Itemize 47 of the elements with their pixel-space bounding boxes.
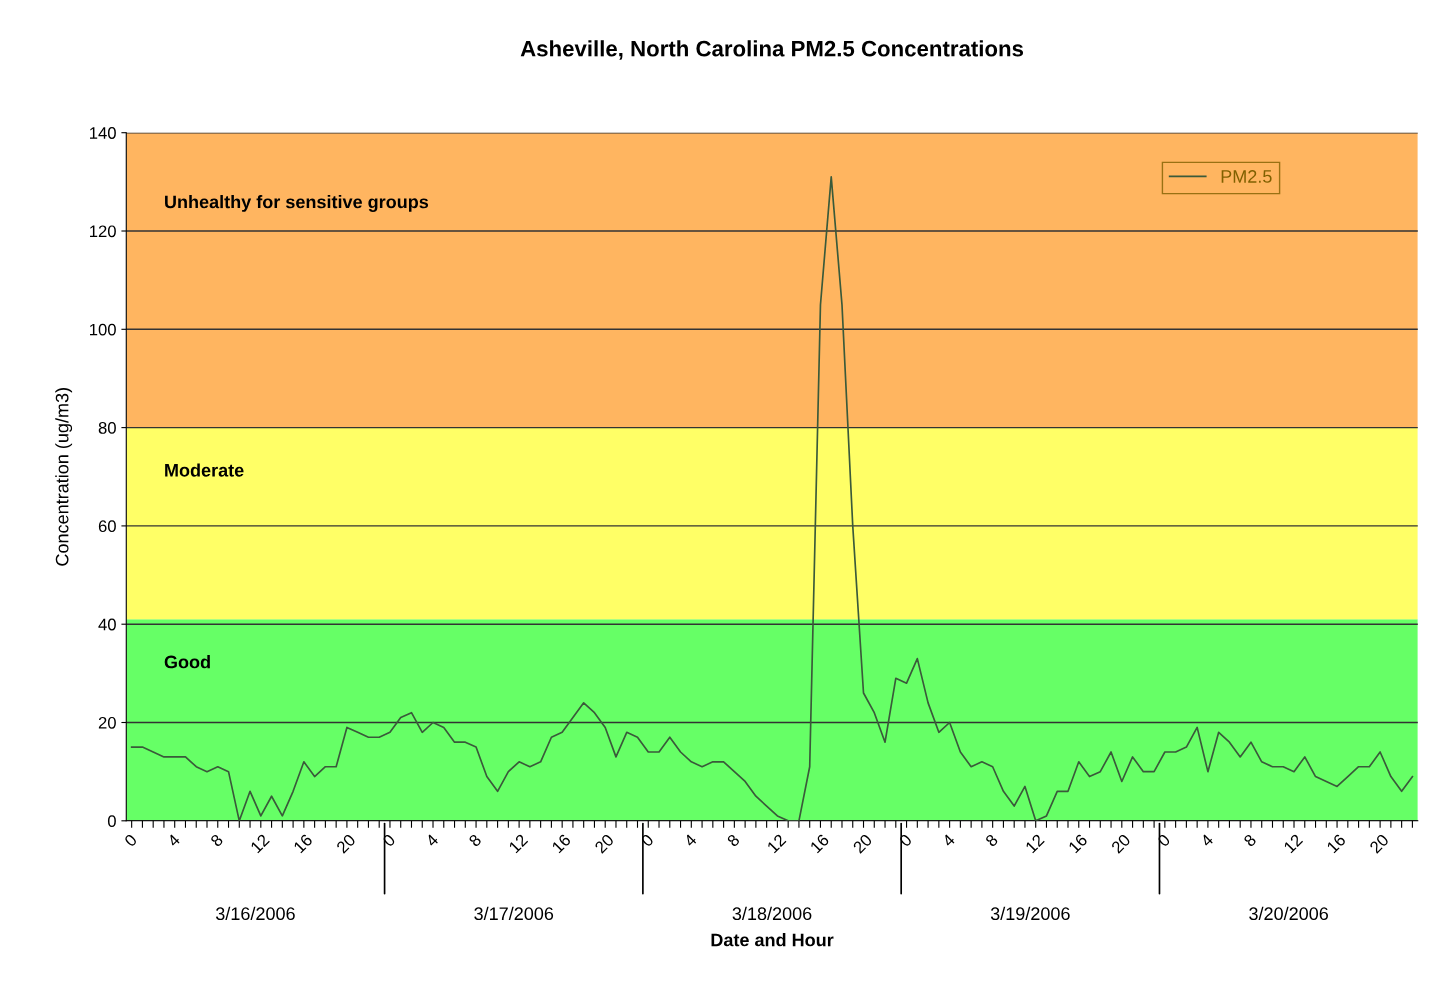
x-tick-label: 16: [551, 833, 572, 854]
x-tick-label: 16: [809, 833, 830, 854]
y-tick-label: 40: [98, 618, 116, 631]
text: 3/16/2006: [215, 906, 295, 921]
y-tick-label: 100: [90, 323, 116, 336]
text: 3/19/2006: [990, 906, 1070, 921]
x-tick-label: 4: [424, 833, 439, 848]
x-tick-label: 12: [508, 833, 529, 854]
x-tick-label: 12: [1283, 833, 1304, 854]
chart-title: Asheville, North Carolina PM2.5 Concentrations: [520, 40, 1024, 60]
x-tick-label: 8: [1243, 833, 1257, 848]
x-tick-label: 20: [1110, 833, 1132, 854]
x-tick-label: 16: [293, 833, 314, 854]
x-tick-label: 12: [1024, 833, 1045, 854]
x-tick-label: 20: [335, 833, 357, 854]
x-axis-title: Date and Hour: [711, 933, 834, 947]
x-tick-label: 8: [726, 833, 741, 848]
y-tick-label: 0: [107, 815, 116, 828]
x-tick-label: 20: [852, 833, 873, 854]
y-tick-label: 120: [90, 225, 116, 238]
y-tick-label: 80: [98, 422, 116, 434]
x-tick-label: 20: [594, 833, 615, 854]
x-tick-label: 0: [123, 833, 138, 848]
y-tick-label: 140: [90, 127, 116, 139]
y-tick-label: 20: [98, 716, 116, 729]
x-tick-label: 12: [249, 833, 270, 854]
text: 3/18/2006: [732, 906, 812, 921]
text: 3/20/2006: [1249, 906, 1328, 921]
x-tick-label: 8: [984, 833, 999, 848]
x-tick-label: 16: [1067, 833, 1088, 854]
x-tick-label: 0: [640, 833, 655, 848]
x-tick-label: 4: [1199, 833, 1214, 848]
x-tick-label: 4: [683, 833, 698, 848]
x-tick-label: 4: [941, 833, 956, 848]
x-tick-label: 4: [166, 833, 181, 848]
legend-label: PM2.5: [1221, 170, 1272, 183]
y-tick-label: 60: [98, 520, 116, 533]
x-tick-label: 20: [1368, 833, 1390, 854]
band-label: Moderate: [165, 463, 244, 477]
x-tick-label: 8: [209, 833, 224, 848]
text: 3/17/2006: [474, 906, 554, 921]
x-tick-label: 16: [1326, 833, 1347, 854]
x-tick-label: 12: [766, 833, 787, 854]
y-axis-title: Concentration (ug/m3): [55, 388, 73, 566]
x-tick-label: 8: [468, 833, 482, 848]
band-label: Good: [164, 655, 210, 669]
band-label: Unhealthy for sensitive groups: [165, 195, 429, 212]
